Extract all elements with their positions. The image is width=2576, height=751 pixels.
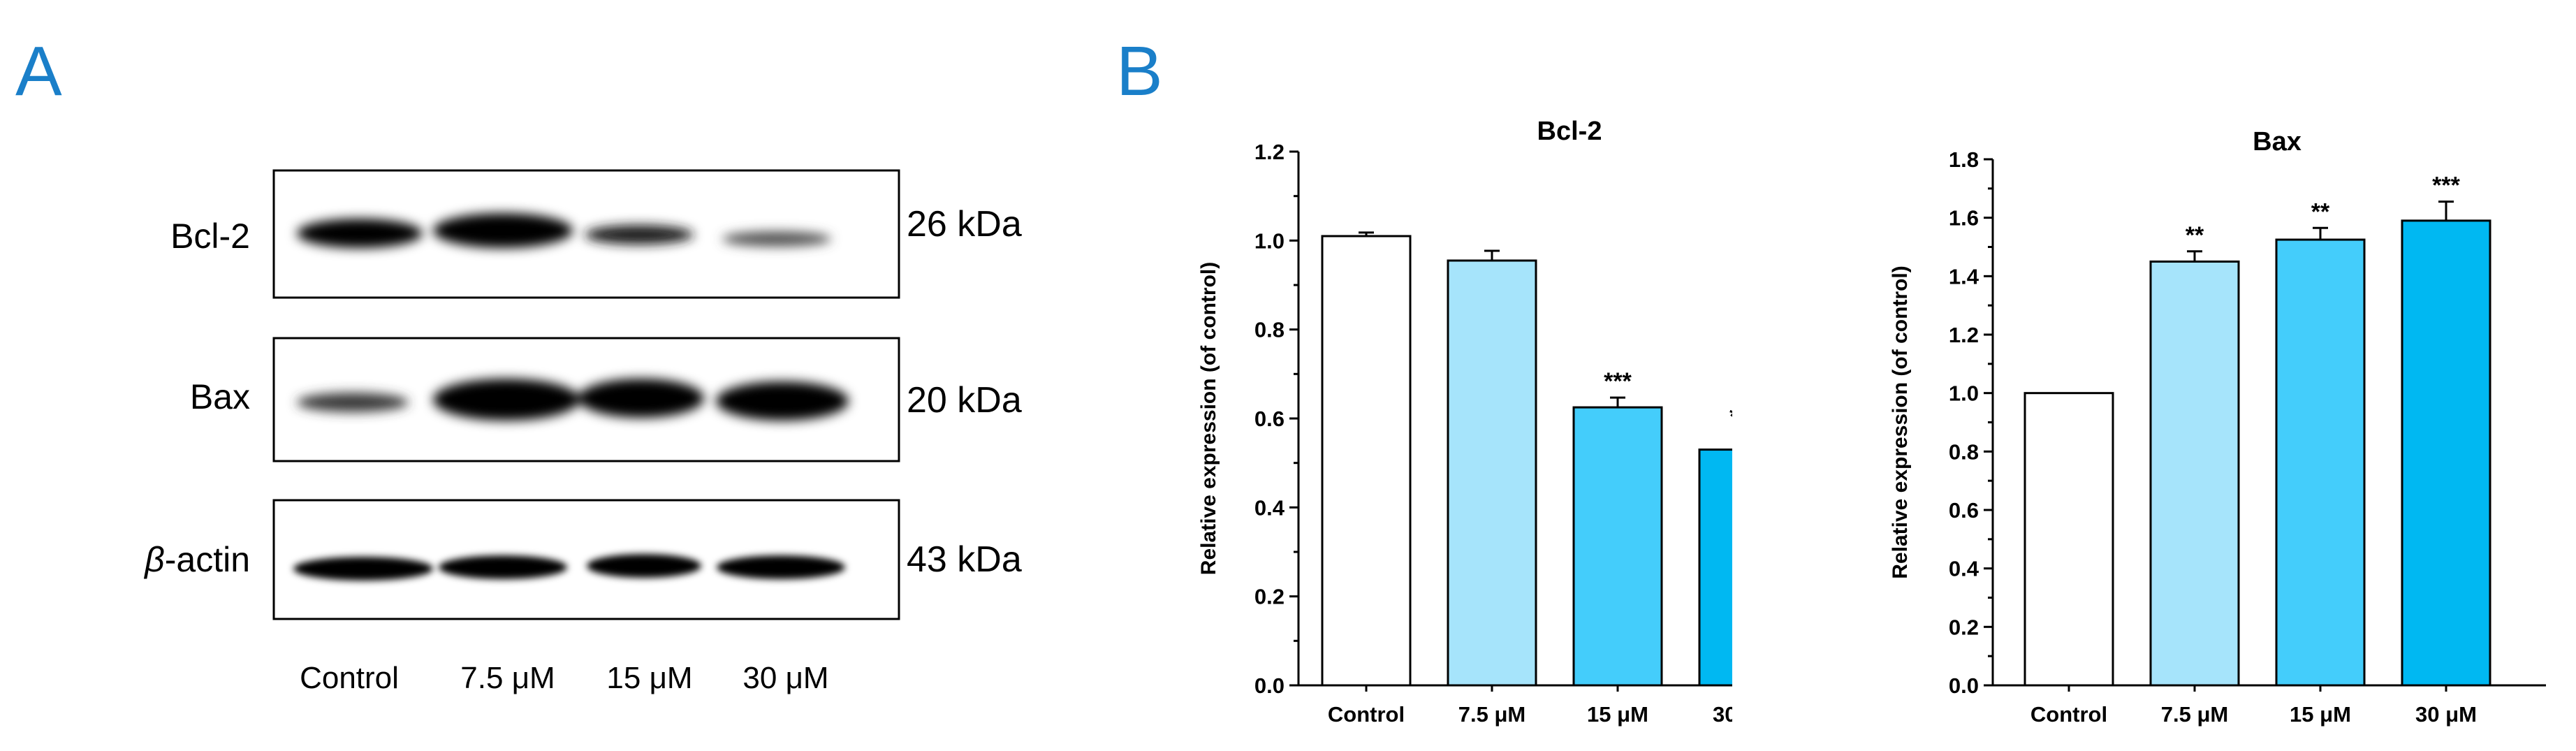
x-tick-label-2: 15 μM bbox=[1587, 702, 1648, 727]
blot-label-bcl2: Bcl-2 bbox=[170, 217, 250, 256]
y-tick-label-0: 0.0 bbox=[1949, 673, 1979, 698]
y-tick-label-4: 0.8 bbox=[1949, 439, 1979, 464]
y-tick-label-2: 0.4 bbox=[1949, 557, 1979, 581]
bax-bands bbox=[297, 379, 849, 421]
bar-1 bbox=[2149, 260, 2240, 687]
blot-box-bcl2 bbox=[272, 169, 900, 299]
band-bax-30um bbox=[716, 381, 849, 421]
blot-size-bcl2: 26 kDa bbox=[907, 204, 1022, 245]
y-tick-label-4: 0.8 bbox=[1254, 318, 1285, 342]
x-tick-label-1: 7.5 μM bbox=[1458, 702, 1526, 727]
x-tick-label-0: Control bbox=[1328, 702, 1405, 727]
lane-label-control: Control bbox=[300, 661, 399, 695]
bar-chart-bcl2: Bcl-2 Relative expression (of control) Con… bbox=[1197, 117, 1732, 727]
y-tick-label-1: 0.2 bbox=[1254, 585, 1285, 609]
band-bax-control bbox=[297, 393, 409, 412]
y-tick-label-7: 1.4 bbox=[1949, 264, 1979, 289]
significance-label-2: *** bbox=[1604, 368, 1632, 395]
bar-2 bbox=[1572, 406, 1663, 687]
y-tick-label-1: 0.2 bbox=[1949, 615, 1979, 639]
chart-title: Bcl-2 bbox=[1537, 117, 1602, 146]
y-axis-label: Relative expression (of control) bbox=[1197, 262, 1220, 575]
band-bcl2-7-5um bbox=[433, 213, 573, 248]
western-blot-panel: Bcl-2 26 kDa Bax 20 kDa β-actin 43 kDa C… bbox=[143, 169, 1022, 695]
y-tick-label-5: 1.0 bbox=[1949, 381, 1979, 406]
band-actin-7-5um bbox=[439, 555, 567, 579]
band-bcl2-control bbox=[297, 219, 423, 248]
bar-0 bbox=[2024, 392, 2114, 687]
blot-size-actin: 43 kDa bbox=[907, 539, 1022, 580]
x-tick-label-3: 30 μM bbox=[1713, 702, 1732, 727]
x-tick-label-0: Control bbox=[2030, 702, 2107, 727]
x-tick-label-3: 30 μM bbox=[2415, 702, 2477, 727]
significance-label-2: ** bbox=[2311, 198, 2330, 225]
lane-label-7-5um: 7.5 μM bbox=[460, 661, 555, 695]
significance-label-3: *** bbox=[2432, 173, 2460, 199]
band-bcl2-15um bbox=[585, 225, 694, 245]
bcl2-bands bbox=[297, 213, 831, 248]
lane-label-15um: 15 μM bbox=[606, 661, 692, 695]
bar-0 bbox=[1321, 235, 1412, 687]
band-bax-15um bbox=[578, 379, 704, 418]
bar-2 bbox=[2275, 238, 2366, 687]
chart-title: Bax bbox=[2253, 127, 2301, 156]
y-axis-label: Relative expression (of control) bbox=[1889, 265, 1912, 578]
y-tick-label-2: 0.4 bbox=[1254, 495, 1285, 520]
panel-a-label: A bbox=[15, 32, 62, 110]
blot-box-bax bbox=[272, 337, 900, 462]
y-tick-label-8: 1.6 bbox=[1949, 206, 1979, 231]
x-tick-label-2: 15 μM bbox=[2290, 702, 2351, 727]
bar-3 bbox=[1698, 449, 1732, 687]
y-tick-label-9: 1.8 bbox=[1949, 147, 1979, 172]
actin-bands bbox=[293, 554, 845, 581]
bar-chart-bax: Bax Relative expression (of control) Contr… bbox=[1889, 127, 2546, 727]
blot-size-bax: 20 kDa bbox=[907, 380, 1022, 421]
y-tick-label-0: 0.0 bbox=[1254, 673, 1285, 698]
y-tick-label-6: 1.2 bbox=[1949, 323, 1979, 347]
band-actin-15um bbox=[587, 554, 701, 578]
band-bcl2-30um bbox=[722, 231, 831, 247]
x-tick-label-1: 7.5 μM bbox=[2161, 702, 2229, 727]
y-tick-label-3: 0.6 bbox=[1949, 498, 1979, 523]
significance-label-1: ** bbox=[2186, 222, 2204, 249]
significance-label-3: *** bbox=[1729, 403, 1732, 430]
band-actin-30um bbox=[717, 555, 845, 579]
blot-label-actin: β-actin bbox=[143, 540, 250, 579]
y-tick-label-6: 1.2 bbox=[1254, 140, 1285, 164]
panel-b-label: B bbox=[1116, 32, 1163, 110]
y-tick-label-5: 1.0 bbox=[1254, 228, 1285, 253]
lane-label-30um: 30 μM bbox=[742, 661, 828, 695]
y-tick-label-3: 0.6 bbox=[1254, 407, 1285, 431]
blot-label-bax: Bax bbox=[190, 377, 250, 416]
blot-box-actin bbox=[272, 499, 900, 620]
band-actin-control bbox=[293, 557, 433, 581]
bar-3 bbox=[2401, 219, 2491, 687]
band-bax-7-5um bbox=[433, 379, 580, 421]
bar-1 bbox=[1447, 259, 1537, 687]
